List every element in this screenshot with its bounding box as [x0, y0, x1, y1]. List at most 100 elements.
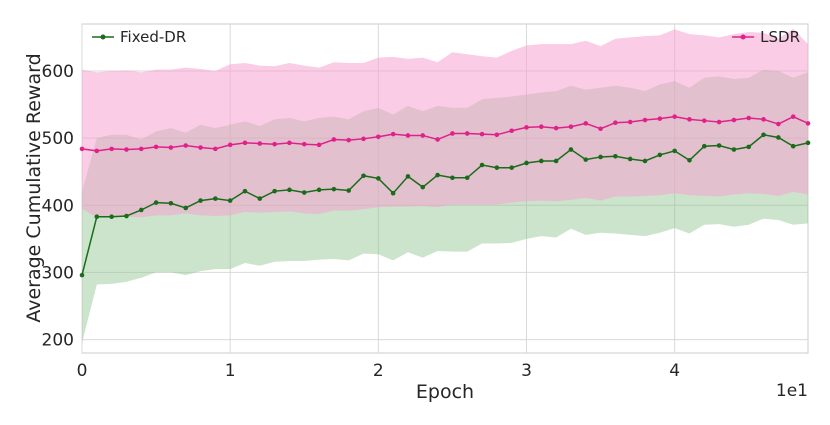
- data-point-fixed-dr: [420, 184, 426, 190]
- data-point-lsdr: [627, 119, 633, 125]
- data-point-fixed-dr: [701, 143, 707, 149]
- confidence-bands: [82, 28, 808, 343]
- data-point-lsdr: [701, 118, 707, 123]
- data-point-lsdr: [376, 134, 381, 140]
- data-point-fixed-dr: [287, 187, 292, 193]
- data-point-fixed-dr: [805, 140, 811, 146]
- data-point-fixed-dr: [124, 213, 129, 219]
- data-point-fixed-dr: [331, 186, 337, 192]
- data-point-lsdr: [479, 131, 485, 137]
- data-point-lsdr: [568, 124, 574, 130]
- x-axis-label: Epoch: [416, 381, 474, 403]
- data-point-lsdr: [716, 119, 722, 125]
- data-point-lsdr: [672, 114, 677, 119]
- data-point-fixed-dr: [405, 174, 411, 179]
- x-tick-label: 0: [77, 361, 88, 381]
- data-point-lsdr: [301, 141, 307, 147]
- data-point-fixed-dr: [346, 188, 351, 193]
- data-point-lsdr: [805, 121, 811, 126]
- data-point-lsdr: [464, 131, 470, 136]
- data-point-lsdr: [761, 117, 766, 122]
- data-point-lsdr: [227, 142, 233, 148]
- data-point-fixed-dr: [464, 175, 470, 181]
- data-point-fixed-dr: [761, 132, 766, 138]
- data-point-lsdr: [420, 133, 426, 138]
- data-point-fixed-dr: [109, 214, 114, 219]
- data-point-lsdr: [776, 121, 781, 127]
- data-point-lsdr: [331, 137, 337, 142]
- y-tick-label: 400: [42, 196, 74, 216]
- data-point-lsdr: [390, 131, 396, 137]
- data-point-lsdr: [450, 131, 455, 136]
- data-point-lsdr: [183, 143, 189, 148]
- legend-marker-fixed-dr: [100, 34, 106, 40]
- data-point-lsdr: [435, 137, 440, 142]
- y-tick-label: 600: [42, 62, 74, 82]
- data-point-fixed-dr: [642, 158, 648, 164]
- data-point-fixed-dr: [376, 176, 381, 181]
- data-point-lsdr: [657, 116, 663, 121]
- data-point-fixed-dr: [568, 147, 574, 152]
- data-point-lsdr: [198, 145, 203, 150]
- data-point-lsdr: [405, 133, 411, 138]
- data-point-lsdr: [79, 146, 85, 152]
- data-point-fixed-dr: [553, 158, 559, 164]
- data-point-fixed-dr: [227, 198, 233, 203]
- data-point-fixed-dr: [316, 187, 322, 193]
- data-point-lsdr: [642, 117, 648, 123]
- y-tick-label: 300: [42, 263, 74, 283]
- data-point-lsdr: [553, 125, 559, 131]
- data-point-fixed-dr: [627, 156, 633, 162]
- data-point-lsdr: [257, 141, 263, 146]
- y-tick-labels: 200 300 400 500 600: [42, 62, 74, 351]
- legend-label-lsdr: LSDR: [760, 28, 800, 46]
- data-point-fixed-dr: [524, 160, 529, 166]
- data-point-lsdr: [109, 146, 114, 152]
- data-point-fixed-dr: [716, 143, 722, 148]
- series-lines: [81, 115, 809, 276]
- series-line-fixed-dr: [81, 133, 809, 276]
- x-tick-labels: 0 1 2 3 4: [77, 361, 680, 381]
- data-point-fixed-dr: [301, 190, 307, 195]
- data-point-fixed-dr: [539, 158, 544, 164]
- data-point-fixed-dr: [731, 147, 737, 152]
- y-tick-label: 500: [42, 129, 74, 149]
- data-point-lsdr: [316, 142, 322, 148]
- data-point-fixed-dr: [198, 198, 203, 203]
- data-point-fixed-dr: [687, 158, 692, 163]
- data-point-fixed-dr: [138, 207, 144, 213]
- data-point-lsdr: [583, 121, 589, 126]
- data-point-lsdr: [138, 146, 144, 152]
- data-point-fixed-dr: [790, 143, 796, 149]
- data-point-lsdr: [361, 136, 366, 142]
- data-point-fixed-dr: [509, 165, 514, 170]
- legend-marker-lsdr: [740, 34, 746, 40]
- series-line-lsdr: [81, 115, 809, 152]
- legend-label-fixed-dr: Fixed-DR: [120, 28, 186, 46]
- series-markers: [79, 114, 811, 278]
- data-point-fixed-dr: [479, 162, 485, 168]
- data-point-fixed-dr: [168, 200, 174, 206]
- data-point-lsdr: [509, 128, 514, 134]
- data-point-fixed-dr: [435, 172, 440, 178]
- data-point-fixed-dr: [657, 152, 663, 158]
- data-point-fixed-dr: [613, 153, 618, 159]
- data-point-fixed-dr: [390, 190, 396, 196]
- data-point-lsdr: [346, 137, 351, 143]
- data-point-lsdr: [731, 117, 737, 123]
- data-point-fixed-dr: [450, 175, 455, 181]
- data-point-lsdr: [287, 140, 292, 146]
- data-point-lsdr: [524, 125, 529, 130]
- data-point-lsdr: [539, 124, 544, 130]
- data-point-fixed-dr: [746, 144, 752, 150]
- data-point-lsdr: [124, 147, 129, 152]
- data-point-lsdr: [687, 117, 692, 122]
- data-point-lsdr: [494, 132, 500, 138]
- data-point-lsdr: [94, 148, 100, 154]
- x-tick-label: 4: [669, 361, 680, 381]
- data-point-lsdr: [168, 145, 174, 150]
- data-point-fixed-dr: [598, 154, 603, 160]
- y-tick-label: 200: [42, 331, 74, 351]
